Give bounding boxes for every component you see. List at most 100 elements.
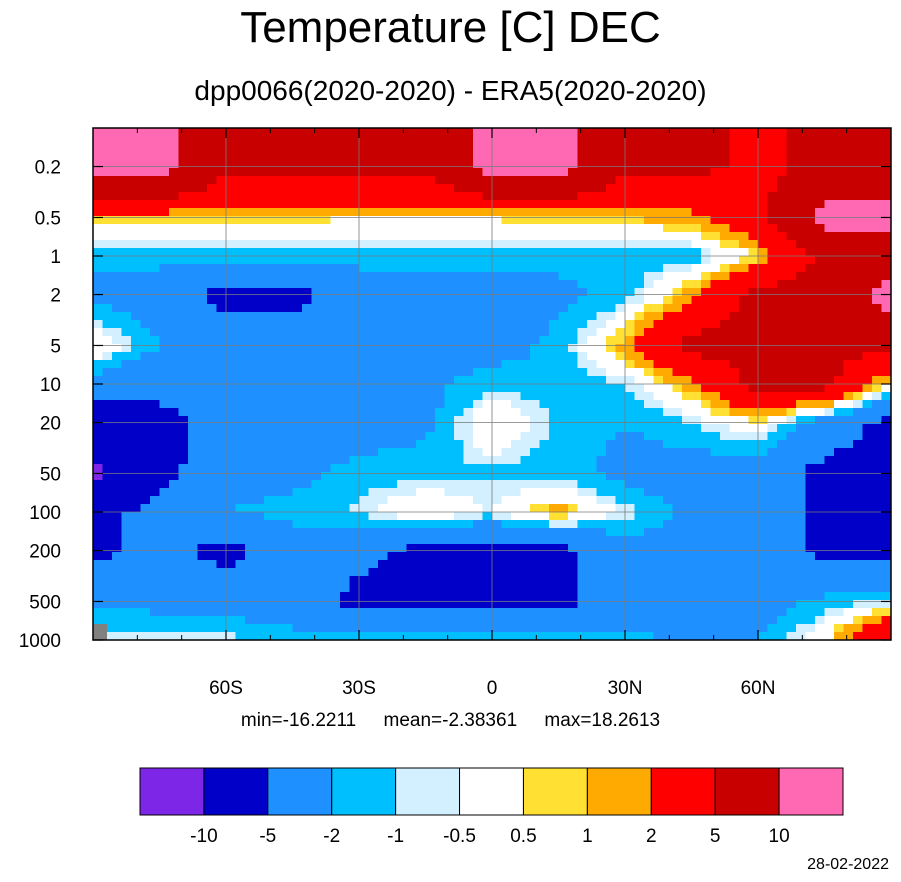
field-cell [140, 240, 151, 249]
field-cell [805, 192, 816, 201]
field-cell [720, 376, 731, 385]
field-cell [701, 560, 712, 569]
field-cell [302, 392, 313, 401]
field-cell [625, 128, 636, 137]
field-cell [625, 384, 636, 393]
field-cell [207, 216, 218, 225]
field-cell [273, 152, 284, 161]
field-cell [321, 440, 332, 449]
field-cell [511, 224, 522, 233]
field-cell [178, 456, 189, 465]
field-cell [834, 336, 845, 345]
field-cell [606, 384, 617, 393]
field-cell [701, 464, 712, 473]
field-cell [663, 144, 674, 153]
field-cell [121, 456, 132, 465]
field-cell [653, 272, 664, 281]
field-cell [739, 160, 750, 169]
field-cell [273, 272, 284, 281]
field-cell [511, 456, 522, 465]
field-cell [653, 232, 664, 241]
field-cell [321, 336, 332, 345]
field-cell [387, 568, 398, 577]
field-cell [406, 600, 417, 609]
field-cell [359, 448, 370, 457]
field-cell [197, 280, 208, 289]
field-cell [150, 240, 161, 249]
field-cell [416, 192, 427, 201]
field-cell [720, 568, 731, 577]
field-cell [435, 144, 446, 153]
field-cell [853, 200, 864, 209]
field-cell [102, 256, 113, 265]
field-cell [169, 320, 180, 329]
field-cell [340, 280, 351, 289]
field-cell [634, 296, 645, 305]
field-cell [520, 384, 531, 393]
field-cell [140, 472, 151, 481]
field-cell [596, 224, 607, 233]
field-cell [406, 328, 417, 337]
field-cell [340, 536, 351, 545]
field-cell [501, 320, 512, 329]
field-cell [207, 448, 218, 457]
field-cell [577, 248, 588, 257]
field-cell [739, 536, 750, 545]
field-cell [311, 240, 322, 249]
field-cell [720, 512, 731, 521]
field-cell [881, 200, 891, 209]
field-cell [93, 248, 104, 257]
field-cell [292, 576, 303, 585]
field-cell [739, 320, 750, 329]
field-cell [720, 224, 731, 233]
field-cell [397, 296, 408, 305]
field-cell [463, 304, 474, 313]
field-cell [482, 584, 493, 593]
field-cell [663, 480, 674, 489]
field-cell [425, 520, 436, 529]
field-cell [169, 192, 180, 201]
field-cell [340, 272, 351, 281]
field-cell [691, 304, 702, 313]
field-cell [587, 304, 598, 313]
field-cell [834, 152, 845, 161]
field-cell [169, 408, 180, 417]
field-cell [140, 136, 151, 145]
field-cell [796, 192, 807, 201]
field-cell [330, 352, 341, 361]
field-cell [615, 568, 626, 577]
field-cell [406, 216, 417, 225]
field-cell [188, 128, 199, 137]
field-cell [368, 368, 379, 377]
field-cell [539, 256, 550, 265]
field-cell [748, 320, 759, 329]
field-cell [625, 288, 636, 297]
field-cell [862, 272, 873, 281]
field-cell [805, 472, 816, 481]
field-cell [169, 536, 180, 545]
field-cell [454, 536, 465, 545]
field-cell [815, 576, 826, 585]
field-cell [853, 256, 864, 265]
field-cell [425, 176, 436, 185]
field-cell [245, 320, 256, 329]
field-cell [587, 560, 598, 569]
field-cell [672, 336, 683, 345]
field-cell [188, 336, 199, 345]
field-cell [872, 576, 883, 585]
field-cell [501, 288, 512, 297]
field-cell [245, 504, 256, 513]
field-cell [606, 152, 617, 161]
field-cell [283, 504, 294, 513]
field-cell [606, 536, 617, 545]
field-cell [349, 200, 360, 209]
field-cell [834, 232, 845, 241]
field-cell [530, 280, 541, 289]
field-cell [302, 400, 313, 409]
field-cell [672, 312, 683, 321]
field-cell [767, 472, 778, 481]
field-cell [359, 184, 370, 193]
field-cell [368, 600, 379, 609]
field-cell [340, 312, 351, 321]
field-cell [349, 488, 360, 497]
